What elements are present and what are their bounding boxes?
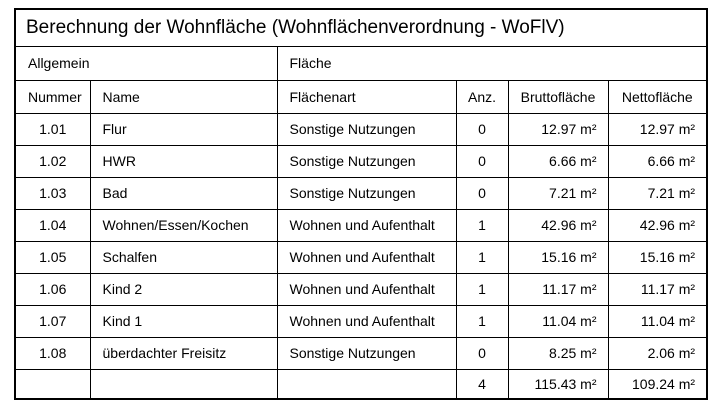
page-title: Berechnung der Wohnfläche (Wohnflächenve… — [14, 8, 708, 47]
table-row: 1.08 überdachter Freisitz Sonstige Nutzu… — [14, 336, 708, 370]
column-header-flaechenart: Flächenart — [276, 79, 457, 114]
cell-nettoflaeche: 11.17 m² — [607, 272, 708, 306]
totals-row: 4 115.43 m² 109.24 m² — [14, 368, 708, 400]
cell-nummer: 1.08 — [14, 336, 91, 370]
column-header-row: Nummer Name Flächenart Anz. Bruttofläche… — [14, 79, 708, 114]
cell-nettoflaeche: 7.21 m² — [607, 176, 708, 210]
column-header-anz: Anz. — [455, 79, 509, 114]
cell-anz: 1 — [455, 208, 509, 242]
cell-bruttoflaeche: 11.04 m² — [507, 304, 609, 338]
total-nettoflaeche: 109.24 m² — [607, 368, 708, 400]
cell-flaechenart: Wohnen und Aufenthalt — [276, 240, 457, 274]
cell-bruttoflaeche: 12.97 m² — [507, 112, 609, 146]
cell-flaechenart: Sonstige Nutzungen — [276, 336, 457, 370]
cell-name: Flur — [89, 112, 278, 146]
cell-anz: 0 — [455, 176, 509, 210]
cell-nettoflaeche: 2.06 m² — [607, 336, 708, 370]
table-row: 1.03 Bad Sonstige Nutzungen 0 7.21 m² 7.… — [14, 176, 708, 210]
cell-nummer: 1.06 — [14, 272, 91, 306]
cell-nettoflaeche: 12.97 m² — [607, 112, 708, 146]
cell-nummer: 1.03 — [14, 176, 91, 210]
cell-flaechenart: Sonstige Nutzungen — [276, 144, 457, 178]
cell-nummer: 1.01 — [14, 112, 91, 146]
table-row: 1.07 Kind 1 Wohnen und Aufenthalt 1 11.0… — [14, 304, 708, 338]
group-header-row: Allgemein Fläche — [14, 45, 708, 81]
total-anz: 4 — [455, 368, 509, 400]
cell-name-empty — [89, 368, 278, 400]
table-row: 1.06 Kind 2 Wohnen und Aufenthalt 1 11.1… — [14, 272, 708, 306]
cell-flaechenart: Sonstige Nutzungen — [276, 112, 457, 146]
cell-flaechenart: Wohnen und Aufenthalt — [276, 208, 457, 242]
cell-bruttoflaeche: 11.17 m² — [507, 272, 609, 306]
cell-bruttoflaeche: 6.66 m² — [507, 144, 609, 178]
cell-anz: 1 — [455, 240, 509, 274]
cell-flaechenart: Wohnen und Aufenthalt — [276, 304, 457, 338]
group-header-allgemein: Allgemein — [14, 45, 278, 81]
cell-bruttoflaeche: 7.21 m² — [507, 176, 609, 210]
cell-nummer-empty — [14, 368, 91, 400]
cell-bruttoflaeche: 15.16 m² — [507, 240, 609, 274]
woflv-table: Berechnung der Wohnfläche (Wohnflächenve… — [14, 8, 709, 400]
cell-name: Kind 1 — [89, 304, 278, 338]
cell-nummer: 1.02 — [14, 144, 91, 178]
cell-nettoflaeche: 11.04 m² — [607, 304, 708, 338]
table-row: 1.04 Wohnen/Essen/Kochen Wohnen und Aufe… — [14, 208, 708, 242]
cell-nettoflaeche: 15.16 m² — [607, 240, 708, 274]
cell-name: überdachter Freisitz — [89, 336, 278, 370]
total-bruttoflaeche: 115.43 m² — [507, 368, 609, 400]
cell-nettoflaeche: 42.96 m² — [607, 208, 708, 242]
cell-name: HWR — [89, 144, 278, 178]
cell-name: Wohnen/Essen/Kochen — [89, 208, 278, 242]
cell-nummer: 1.07 — [14, 304, 91, 338]
cell-nummer: 1.04 — [14, 208, 91, 242]
cell-flaechenart: Wohnen und Aufenthalt — [276, 272, 457, 306]
cell-bruttoflaeche: 42.96 m² — [507, 208, 609, 242]
column-header-nummer: Nummer — [14, 79, 91, 114]
cell-nummer: 1.05 — [14, 240, 91, 274]
table-row: 1.05 Schalfen Wohnen und Aufenthalt 1 15… — [14, 240, 708, 274]
column-header-bruttoflaeche: Bruttofläche — [507, 79, 609, 114]
cell-anz: 0 — [455, 144, 509, 178]
cell-flaechenart: Sonstige Nutzungen — [276, 176, 457, 210]
cell-nettoflaeche: 6.66 m² — [607, 144, 708, 178]
cell-anz: 0 — [455, 112, 509, 146]
cell-anz: 1 — [455, 272, 509, 306]
table-row: 1.01 Flur Sonstige Nutzungen 0 12.97 m² … — [14, 112, 708, 146]
cell-anz: 1 — [455, 304, 509, 338]
cell-bruttoflaeche: 8.25 m² — [507, 336, 609, 370]
table-row: 1.02 HWR Sonstige Nutzungen 0 6.66 m² 6.… — [14, 144, 708, 178]
woflv-calculation-sheet: Berechnung der Wohnfläche (Wohnflächenve… — [14, 8, 709, 400]
cell-name: Schalfen — [89, 240, 278, 274]
cell-flaechenart-empty — [276, 368, 457, 400]
cell-name: Kind 2 — [89, 272, 278, 306]
table-title-row: Berechnung der Wohnfläche (Wohnflächenve… — [14, 8, 708, 47]
column-header-nettoflaeche: Nettofläche — [607, 79, 708, 114]
cell-name: Bad — [89, 176, 278, 210]
column-header-name: Name — [89, 79, 278, 114]
group-header-flaeche: Fläche — [276, 45, 708, 81]
cell-anz: 0 — [455, 336, 509, 370]
